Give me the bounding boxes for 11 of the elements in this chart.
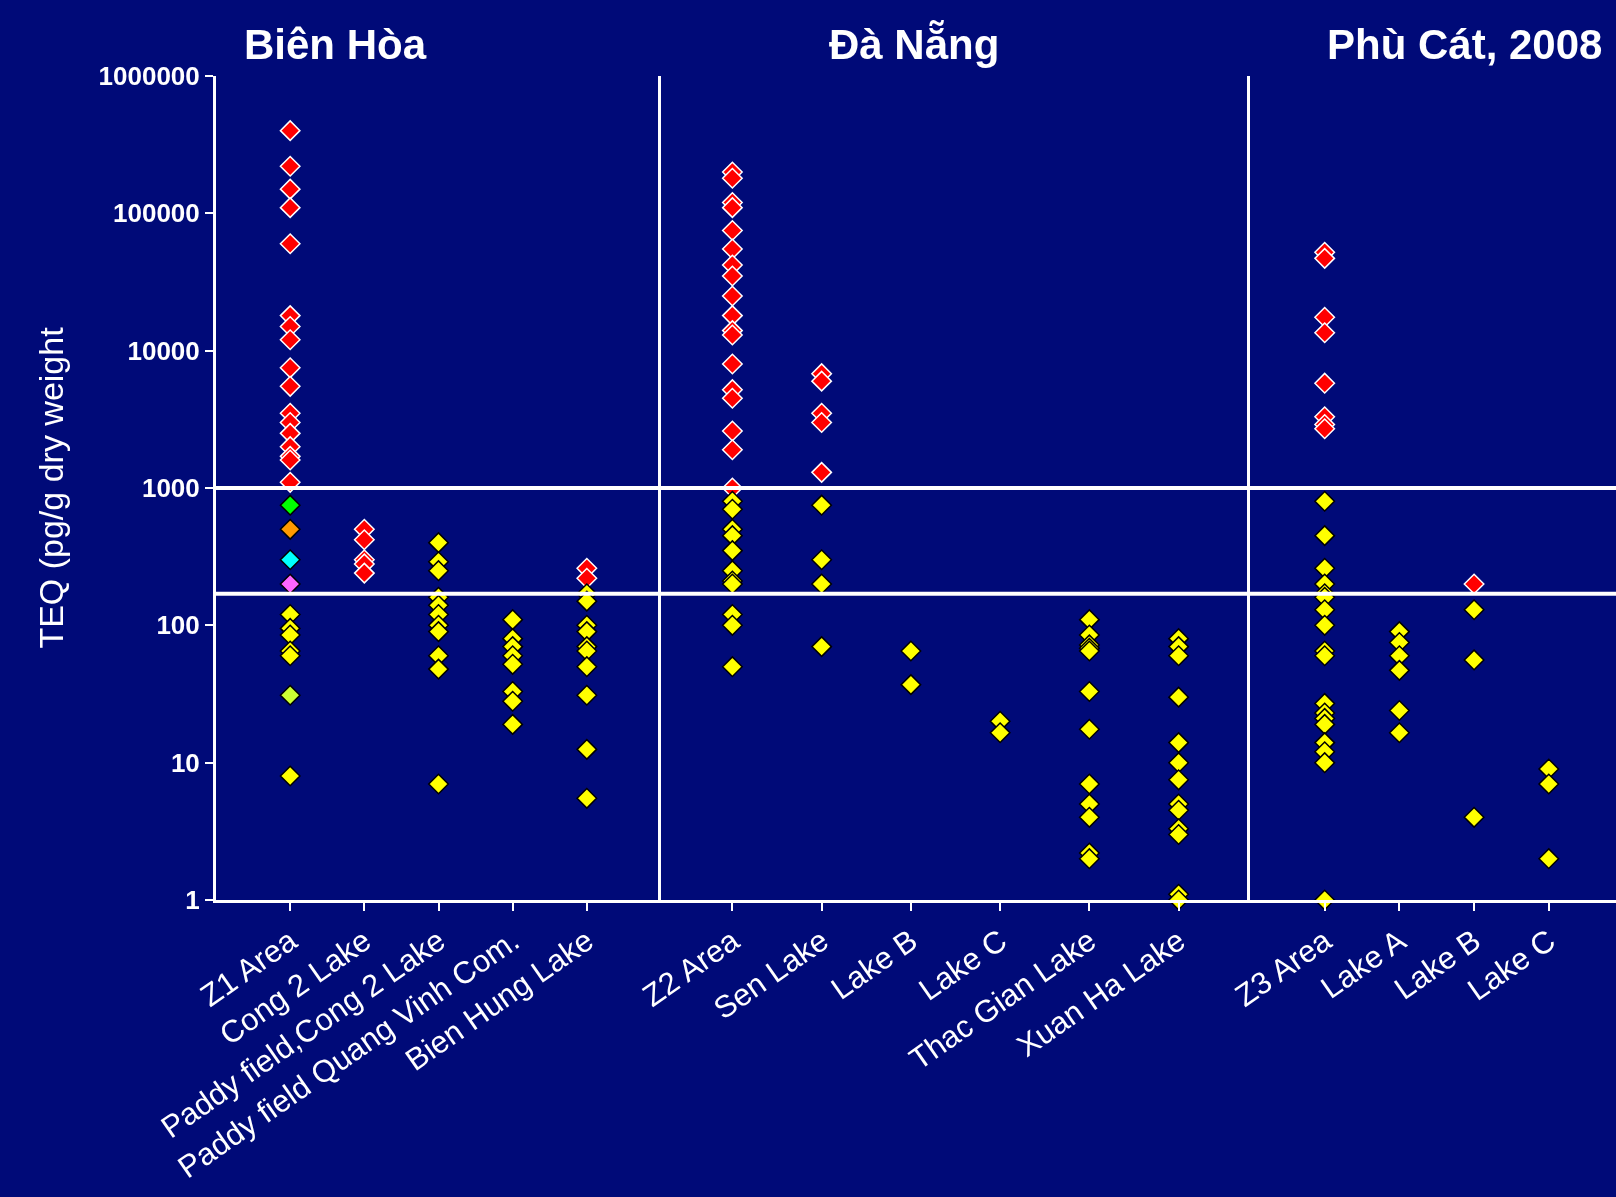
y-axis-title: TEQ (pg/g dry weight <box>32 326 71 649</box>
y-tick-label: 1000000 <box>98 61 200 92</box>
y-tick-label: 10000 <box>127 335 200 366</box>
chart-title: Biên Hòa <box>244 21 427 68</box>
y-tick-label: 100000 <box>113 198 200 229</box>
y-tick-label: 1 <box>185 885 200 916</box>
y-tick-label: 10 <box>170 747 200 778</box>
y-tick-label: 1000 <box>141 473 200 504</box>
y-tick-label: 100 <box>156 610 200 641</box>
chart-title: Đà Nẵng <box>829 20 1000 68</box>
chart-title: Phù Cát, 2008 <box>1327 21 1603 68</box>
